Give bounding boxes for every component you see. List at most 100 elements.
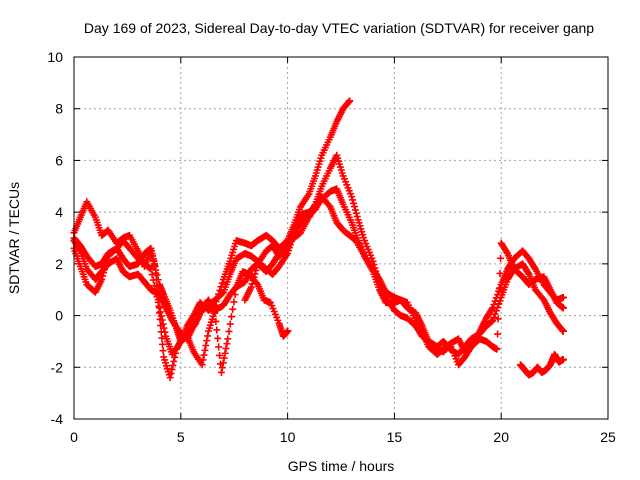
data-point (99, 272, 107, 280)
data-point (488, 305, 496, 313)
data-point (198, 361, 206, 369)
series-track-6 (516, 350, 567, 379)
data-point (251, 270, 259, 278)
data-point (199, 356, 207, 364)
data-point (155, 302, 163, 310)
data-point (249, 276, 257, 284)
data-point (222, 344, 230, 352)
y-tick-label: 8 (55, 101, 63, 117)
data-point (211, 309, 219, 317)
data-point (494, 330, 502, 338)
data-point (218, 289, 226, 297)
data-point (503, 248, 511, 256)
data-point (218, 364, 226, 372)
data-point (489, 304, 497, 312)
data-point (219, 359, 227, 367)
data-point (157, 328, 165, 336)
data-point (200, 351, 208, 359)
y-tick-label: -4 (51, 411, 64, 427)
data-point (152, 269, 160, 277)
data-point (157, 322, 165, 330)
data-point (217, 368, 225, 376)
y-tick-label: 10 (47, 49, 63, 65)
data-point (218, 279, 226, 287)
data-point (170, 357, 178, 365)
data-point (250, 273, 258, 281)
data-point (166, 374, 174, 382)
axis-ticks: 0 5 10 15 20 25 -4 -2 0 2 4 6 8 10 (47, 49, 616, 445)
data-point (101, 265, 109, 273)
data-point (493, 345, 501, 353)
data-point (223, 340, 231, 348)
data-point (495, 285, 503, 293)
data-point (230, 298, 238, 306)
data-point (350, 203, 358, 211)
data-point (231, 291, 239, 299)
y-tick-label: -2 (51, 359, 64, 375)
data-point (147, 265, 155, 273)
data-point (559, 356, 567, 364)
data-point (215, 343, 223, 351)
data-point (349, 196, 357, 204)
data-point (151, 262, 159, 270)
data-point (171, 353, 179, 361)
data-point (154, 289, 162, 297)
data-point (559, 304, 567, 312)
data-point (495, 300, 503, 308)
data-point (284, 327, 292, 335)
data-point (226, 320, 234, 328)
data-point (167, 370, 175, 378)
data-point (229, 305, 237, 313)
data-point (227, 313, 235, 321)
data-point (214, 334, 222, 342)
data-point (497, 254, 505, 262)
data-point (203, 337, 211, 345)
data-point (489, 317, 497, 325)
data-point (248, 280, 256, 288)
data-point (353, 213, 361, 221)
chart-title: Day 169 of 2023, Sidereal Day-to-day VTE… (84, 20, 594, 36)
data-points (70, 97, 567, 382)
data-point (225, 327, 233, 335)
data-point (282, 245, 290, 253)
data-point (491, 310, 499, 318)
series-track-4 (70, 234, 292, 382)
data-point (204, 332, 212, 340)
data-point (101, 262, 109, 270)
data-point (348, 193, 356, 201)
x-axis-label: GPS time / hours (288, 458, 395, 474)
data-point (490, 313, 498, 321)
x-tick-label: 0 (70, 429, 78, 445)
y-tick-label: 2 (55, 256, 63, 272)
series-track-3 (70, 185, 567, 369)
x-tick-label: 20 (493, 429, 509, 445)
data-point (558, 326, 566, 334)
y-tick-label: 0 (55, 308, 63, 324)
data-point (352, 209, 360, 217)
data-point (216, 351, 224, 359)
data-point (346, 97, 354, 105)
y-axis-label: SDTVAR / TECUs (6, 182, 22, 294)
data-point (148, 271, 156, 279)
x-tick-label: 25 (600, 429, 616, 445)
data-point (524, 269, 532, 277)
data-point (153, 282, 161, 290)
data-point (212, 317, 220, 325)
data-point (496, 269, 504, 277)
data-point (350, 199, 358, 207)
plot-frame (73, 56, 609, 420)
data-point (345, 98, 353, 106)
data-point (252, 267, 260, 275)
data-point (213, 326, 221, 334)
data-point (169, 361, 177, 369)
data-point (494, 315, 502, 323)
data-point (224, 335, 232, 343)
data-point (156, 308, 164, 316)
data-point (492, 294, 500, 302)
data-point (154, 296, 162, 304)
series-track-5 (241, 193, 567, 369)
data-point (559, 327, 567, 335)
data-point (559, 293, 567, 301)
data-point (100, 269, 108, 277)
